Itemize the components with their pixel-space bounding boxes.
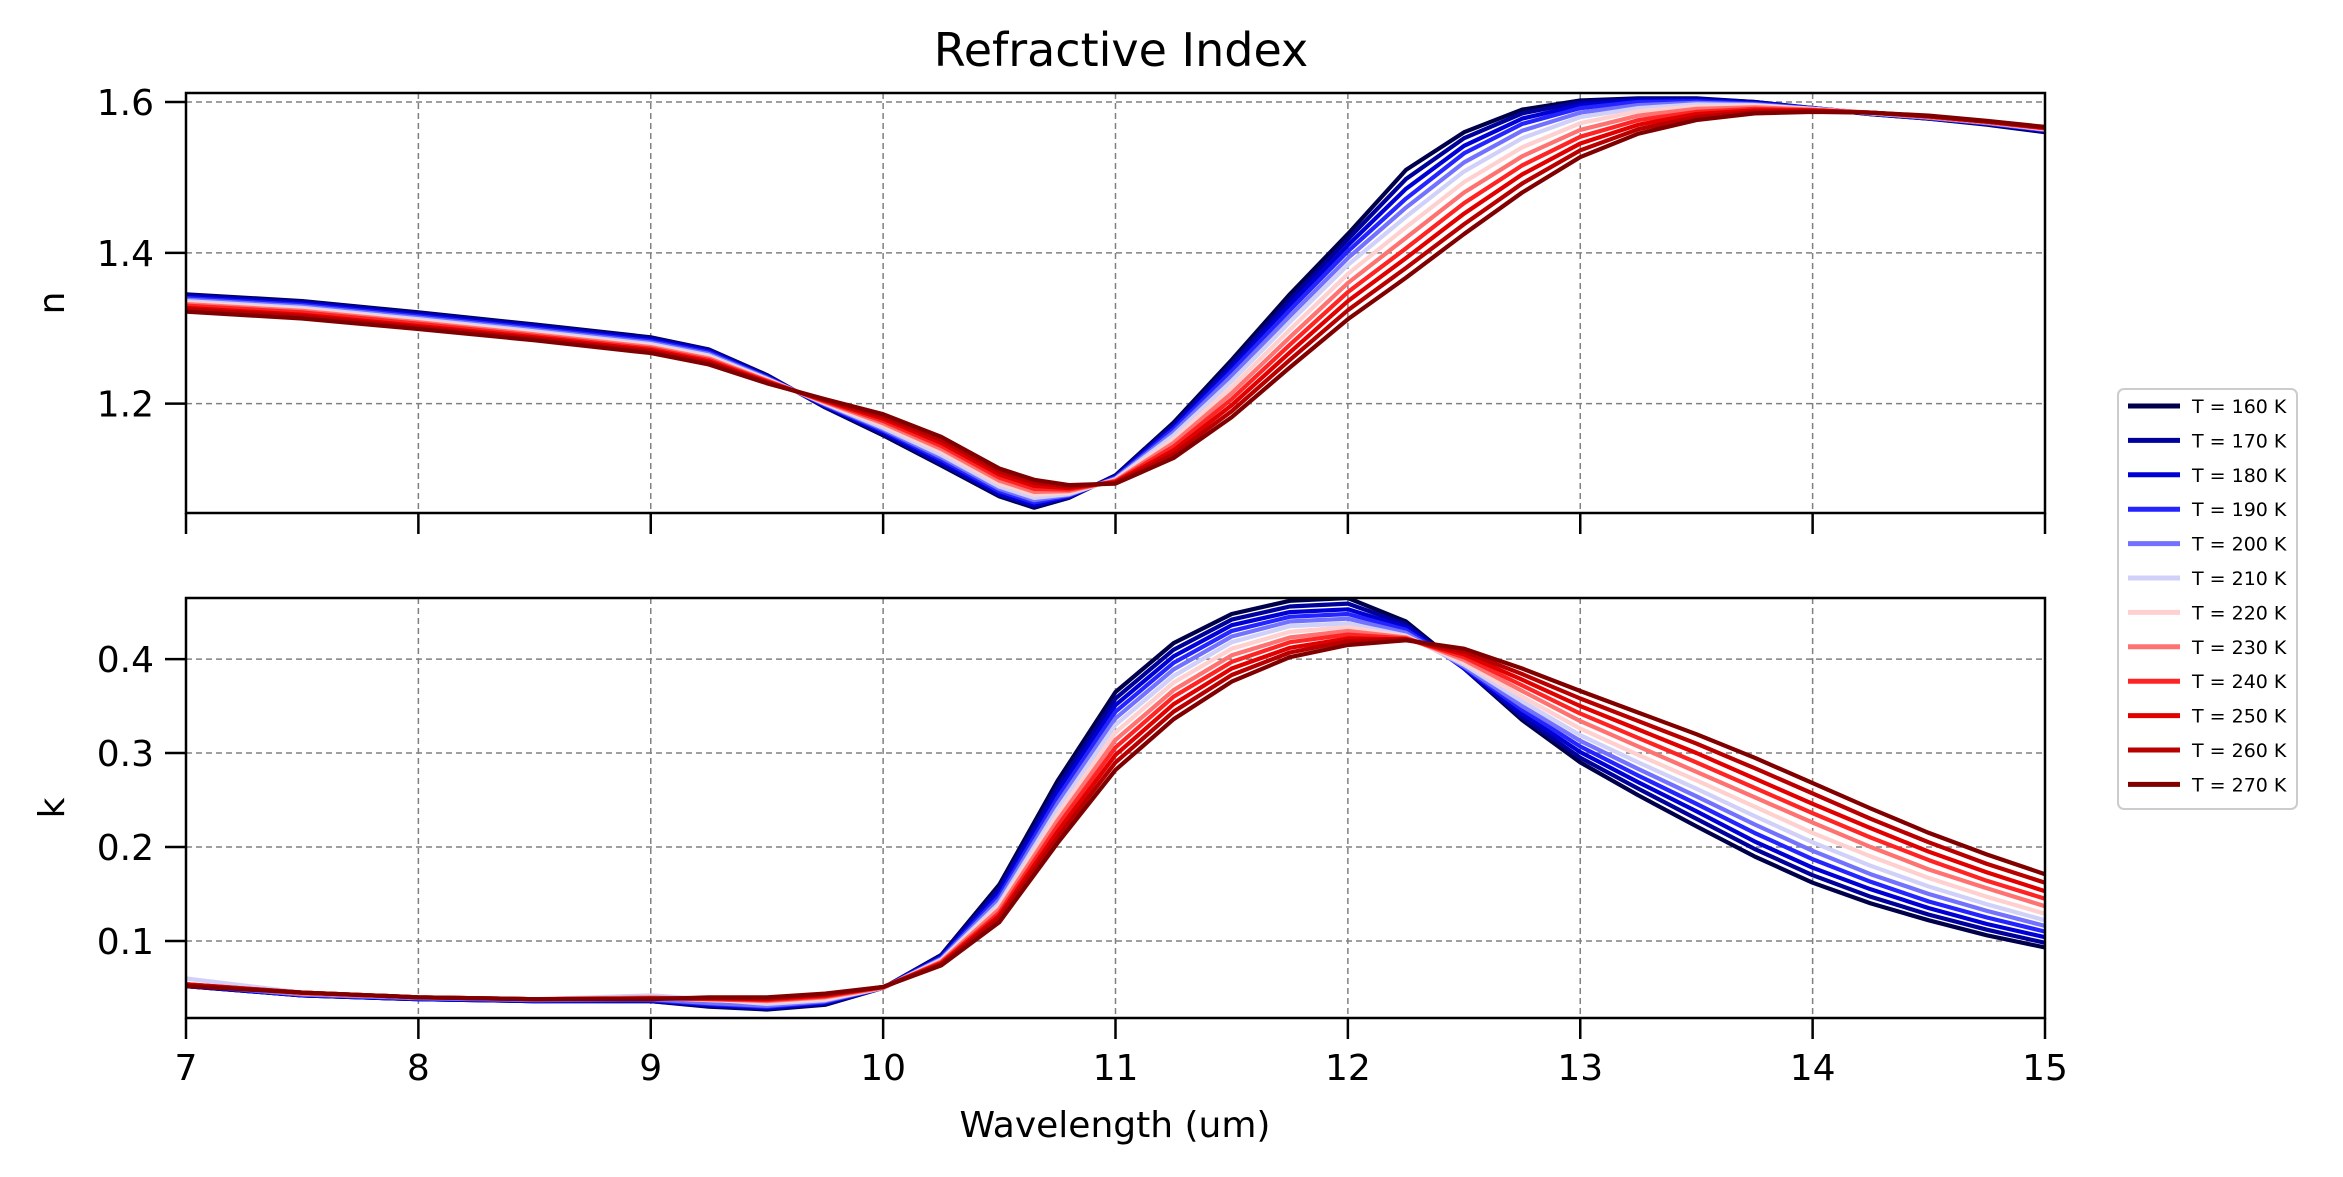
legend-label: T = 260 K: [2191, 740, 2287, 762]
legend-item-t-160-k: T = 160 K: [2128, 396, 2287, 418]
y-tick-label: 0.4: [97, 640, 154, 681]
x-tick-label: 11: [1093, 1048, 1139, 1089]
legend-item-t-260-k: T = 260 K: [2128, 740, 2287, 762]
legend-label: T = 170 K: [2191, 430, 2287, 452]
ticks: 1.2 1.4 1.6: [97, 83, 2047, 534]
series-line-t-230-k: [186, 628, 2045, 1004]
series-lines: [186, 598, 2045, 1012]
legend-item-t-270-k: T = 270 K: [2128, 774, 2287, 796]
x-tick-label: 12: [1325, 1048, 1371, 1089]
x-tick-label: 8: [407, 1048, 430, 1089]
x-axis-label: Wavelength (um): [960, 1105, 1271, 1146]
series-lines: [186, 96, 2045, 510]
x-tick-label: 13: [1557, 1048, 1603, 1089]
grid: [186, 93, 2045, 513]
legend: T = 160 K T = 170 K T = 180 K T = 190 K T = …: [2117, 388, 2298, 810]
y-tick-label: 0.1: [97, 922, 154, 963]
series-line-t-270-k: [186, 638, 2045, 1002]
legend-label: T = 250 K: [2191, 706, 2287, 728]
legend-label: T = 190 K: [2191, 499, 2287, 521]
legend-label: T = 220 K: [2191, 602, 2287, 624]
legend-item-t-240-k: T = 240 K: [2128, 671, 2287, 693]
series-line-t-270-k: [186, 109, 2045, 488]
y-tick-label: 1.6: [97, 83, 154, 124]
legend-item-t-190-k: T = 190 K: [2128, 499, 2287, 521]
x-tick-label: 14: [1790, 1048, 1836, 1089]
y-tick-label: 1.2: [97, 385, 154, 426]
legend-item-t-170-k: T = 170 K: [2128, 430, 2287, 452]
legend-item-t-210-k: T = 210 K: [2128, 568, 2287, 590]
x-tick-label: 10: [860, 1048, 906, 1089]
series-line-t-200-k: [186, 616, 2045, 1008]
plot-frame: [184, 91, 2047, 515]
y-axis-label: n: [32, 292, 73, 315]
series-line-t-190-k: [186, 99, 2045, 505]
x-tick-label: 9: [639, 1048, 662, 1089]
legend-label: T = 230 K: [2191, 637, 2287, 659]
panel-n: 1.2 1.4 1.6 n: [32, 83, 2047, 534]
y-tick-label: 0.3: [97, 734, 154, 775]
legend-frame: [2117, 388, 2298, 810]
x-tick-label: 15: [2022, 1048, 2068, 1089]
y-tick-label: 0.2: [97, 828, 154, 869]
ticks: 7 8 9 10 11 12 13 14 15 0.1 0.2 0.3 0.4: [97, 640, 2068, 1089]
legend-label: T = 240 K: [2191, 671, 2287, 693]
series-line-t-200-k: [186, 100, 2045, 503]
legend-item-t-230-k: T = 230 K: [2128, 637, 2287, 659]
y-axis-label: k: [32, 797, 73, 818]
series-line-t-170-k: [186, 601, 2045, 1011]
legend-label: T = 200 K: [2191, 534, 2287, 556]
legend-item-t-220-k: T = 220 K: [2128, 602, 2287, 624]
legend-label: T = 210 K: [2191, 568, 2287, 590]
grid: [186, 598, 2045, 1018]
plot-frame: [184, 596, 2047, 1020]
chart-title: Refractive Index: [934, 23, 1308, 77]
legend-label: T = 160 K: [2191, 396, 2287, 418]
y-tick-label: 1.4: [97, 234, 154, 275]
legend-label: T = 270 K: [2191, 774, 2287, 796]
legend-item-t-180-k: T = 180 K: [2128, 465, 2287, 487]
legend-label: T = 180 K: [2191, 465, 2287, 487]
x-tick-label: 7: [175, 1048, 198, 1089]
legend-item-t-200-k: T = 200 K: [2128, 534, 2287, 556]
panel-k: 7 8 9 10 11 12 13 14 15 0.1 0.2 0.3 0.4 k Wavelength…: [32, 596, 2068, 1146]
legend-item-t-250-k: T = 250 K: [2128, 706, 2287, 728]
